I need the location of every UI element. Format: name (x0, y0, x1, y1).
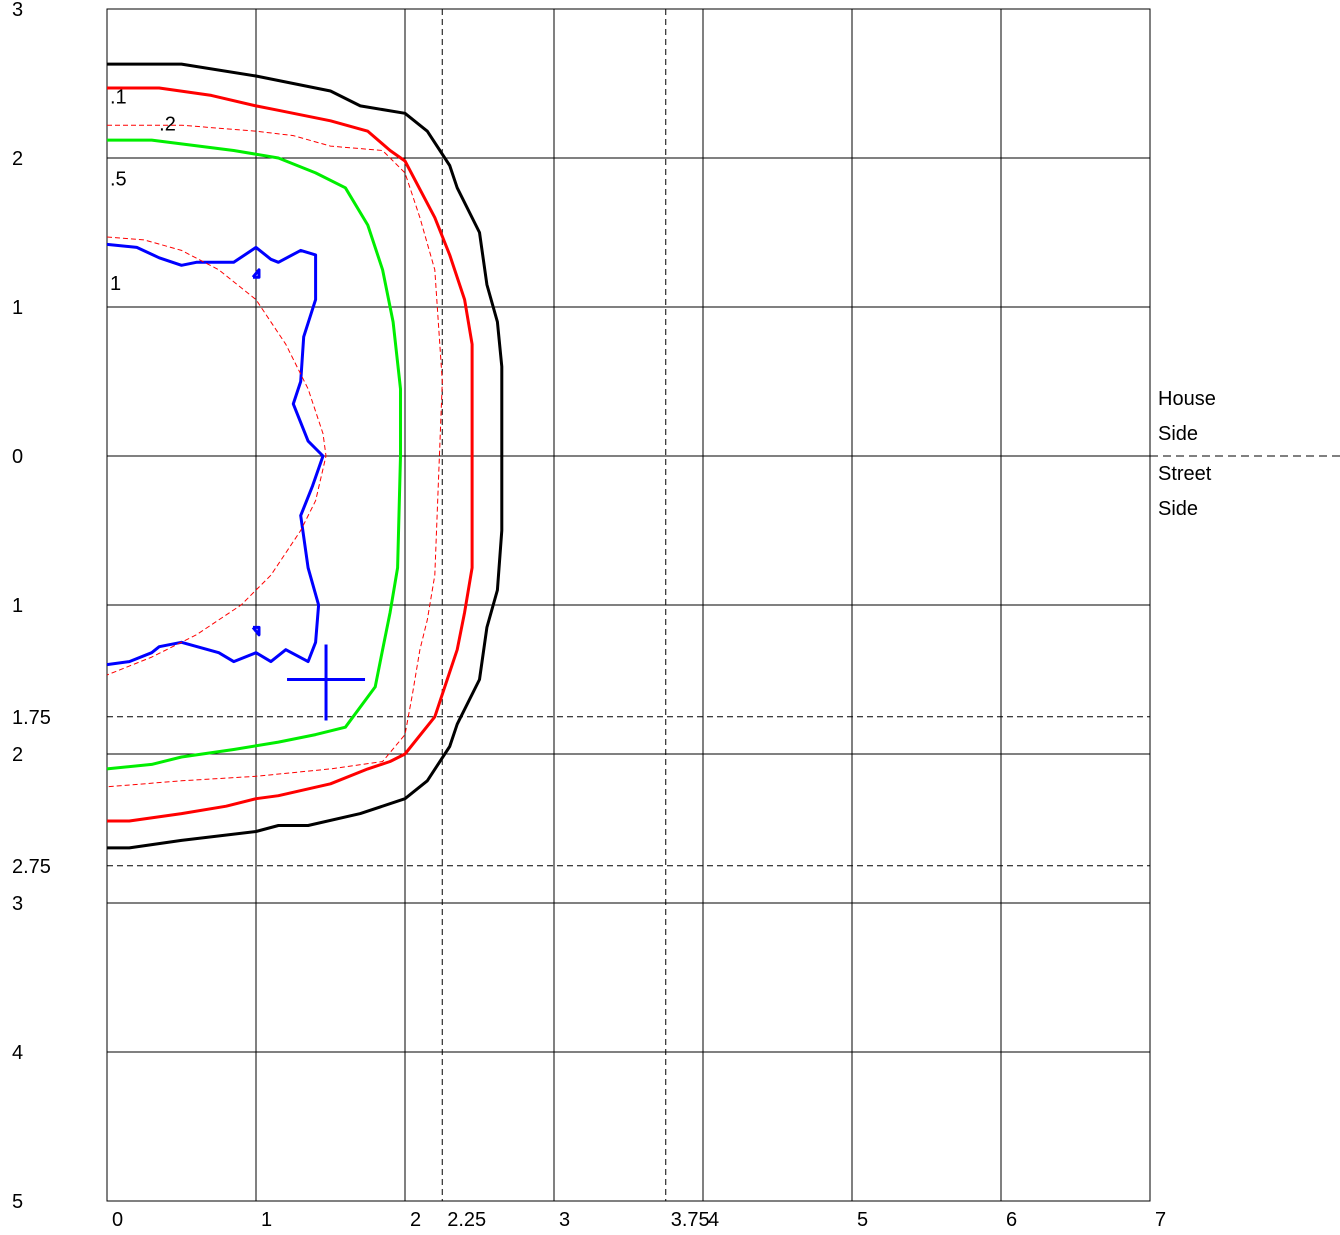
x-tick-label: 3.75 (671, 1209, 710, 1231)
y-tick-label: 4 (12, 1042, 23, 1064)
street-label-line2: Side (1158, 498, 1198, 520)
contour-lines (106, 62, 504, 850)
y-tick-label: 1 (12, 595, 23, 617)
x-tick-label: 2 (410, 1209, 421, 1231)
street-label-line1: Street (1158, 463, 1212, 485)
y-tick-label: 0 (12, 446, 23, 468)
contour-line (106, 138, 402, 771)
contour-line (106, 236, 327, 676)
x-tick-label: 6 (1006, 1209, 1017, 1231)
x-tick-label: 0 (112, 1209, 123, 1231)
contour-line (251, 268, 261, 279)
y-tick-label: 5 (12, 1191, 23, 1213)
side-labels: House Side Street Side (1158, 388, 1216, 520)
contour-label: 1 (110, 273, 121, 295)
contour-line (107, 86, 474, 823)
contour-line (251, 625, 261, 637)
x-tick-label: 7 (1155, 1209, 1166, 1231)
y-tick-label: 3 (12, 893, 23, 915)
reference-lines (107, 9, 1340, 1201)
x-tick-label: 4 (708, 1209, 719, 1231)
x-tick-label: 2.25 (447, 1209, 486, 1231)
x-tick-label: 3 (559, 1209, 570, 1231)
house-label-line1: House (1158, 388, 1216, 410)
y-tick-label: 1.75 (12, 707, 51, 729)
y-tick-label: 2.75 (12, 856, 51, 878)
x-tick-label: 5 (857, 1209, 868, 1231)
contour-line (106, 242, 325, 667)
contour-line (107, 62, 504, 850)
y-tick-label: 1 (12, 297, 23, 319)
contour-label: .1 (110, 87, 127, 109)
contour-label: .5 (110, 168, 127, 190)
contour-label: .2 (159, 113, 176, 135)
grid-layer (106, 8, 1151, 1202)
y-tick-label: 3 (12, 0, 23, 21)
contour-line (106, 124, 443, 788)
x-tick-label: 1 (261, 1209, 272, 1231)
y-tick-label: 2 (12, 744, 23, 766)
y-tick-label: 2 (12, 148, 23, 170)
house-label-line2: Side (1158, 423, 1198, 445)
